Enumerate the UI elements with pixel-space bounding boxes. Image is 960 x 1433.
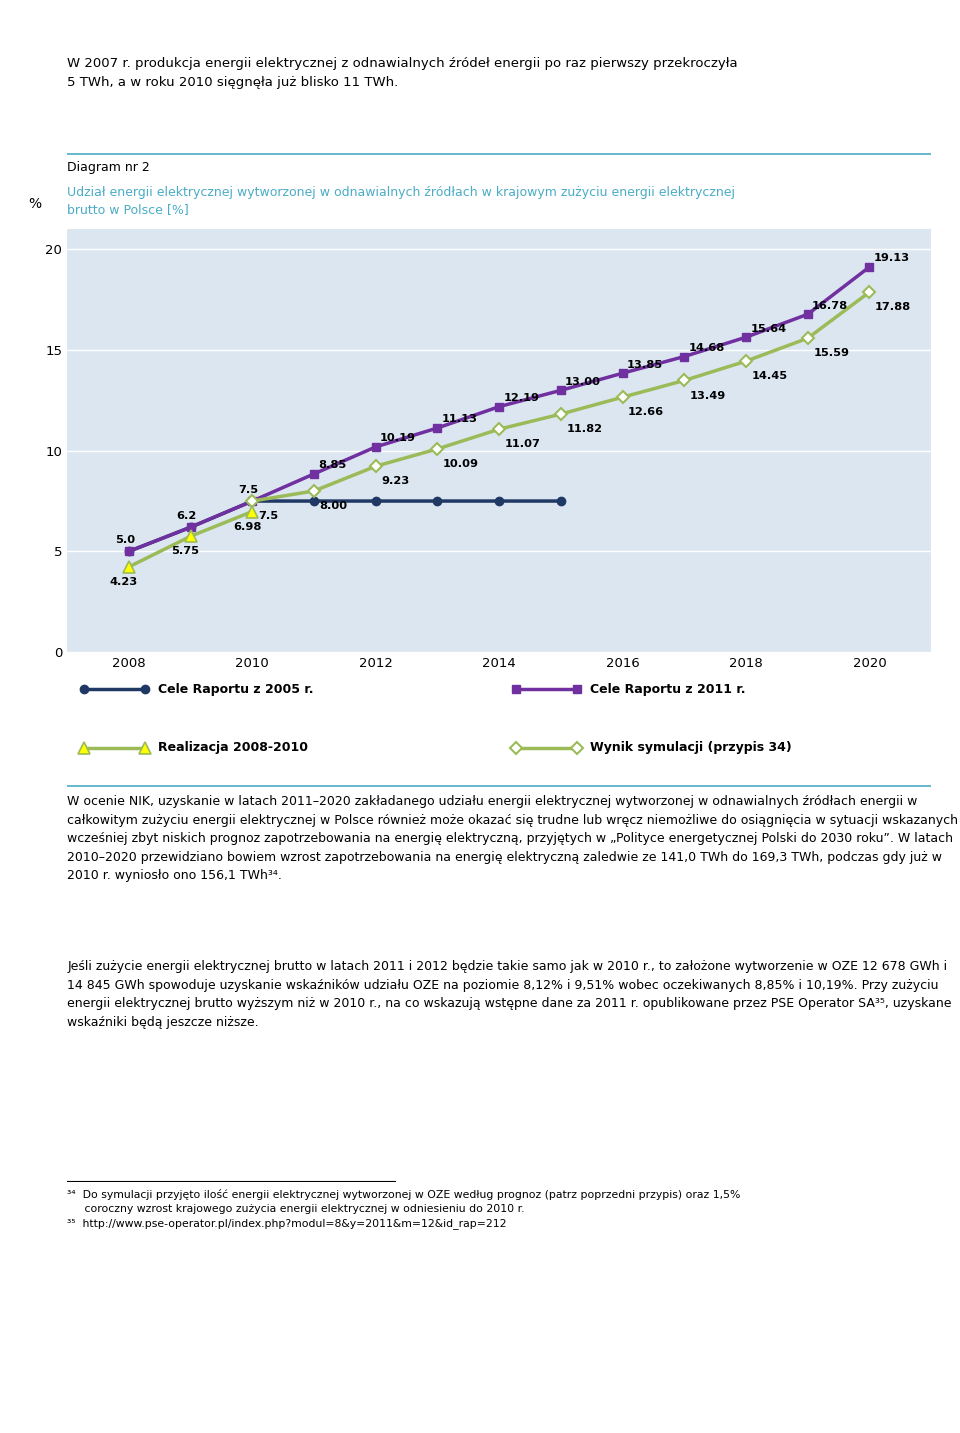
Text: 13.85: 13.85 [627,360,663,370]
Text: 11.13: 11.13 [442,414,478,424]
Text: 8.85: 8.85 [318,460,347,470]
Text: %: % [28,196,41,211]
Text: W A Ż N I E J S Z E   W Y N I K I   K O N T R O L I: W A Ż N I E J S Z E W Y N I K I K O N T … [77,19,372,33]
Text: 8.00: 8.00 [320,502,348,512]
Text: Wynik symulacji (przypis 34): Wynik symulacji (przypis 34) [589,741,792,754]
Text: 7.5: 7.5 [258,512,278,522]
Text: 15.64: 15.64 [750,324,786,334]
Text: 11.82: 11.82 [566,424,603,434]
Text: 14.68: 14.68 [688,342,725,353]
Text: Udział energii elektrycznej wytworzonej w odnawialnych źródłach w krajowym zużyc: Udział energii elektrycznej wytworzonej … [67,186,735,216]
Text: W 2007 r. produkcja energii elektrycznej z odnawialnych źródeł energii po raz pi: W 2007 r. produkcja energii elektrycznej… [67,57,738,89]
Text: 20: 20 [15,1396,37,1410]
Text: 6.98: 6.98 [233,522,261,532]
Text: 11.07: 11.07 [505,440,540,449]
Text: 16.78: 16.78 [812,301,848,311]
Text: 13.00: 13.00 [565,377,601,387]
Text: 13.49: 13.49 [690,391,726,400]
Text: ³⁴  Do symulacji przyjęto ilość energii elektrycznej wytworzonej w OZE według pr: ³⁴ Do symulacji przyjęto ilość energii e… [67,1189,740,1230]
Text: W ocenie NIK, uzyskanie w latach 2011–2020 zakładanego udziału energii elektrycz: W ocenie NIK, uzyskanie w latach 2011–20… [67,795,958,883]
Text: 9.23: 9.23 [381,476,410,486]
Text: 5.0: 5.0 [115,535,135,545]
Text: 6.2: 6.2 [177,512,197,520]
Text: 15.59: 15.59 [813,348,850,358]
Text: Cele Raportu z 2011 r.: Cele Raportu z 2011 r. [589,682,745,695]
Text: 4.23: 4.23 [109,577,137,588]
Text: 5.75: 5.75 [171,546,199,556]
Text: Diagram nr 2: Diagram nr 2 [67,160,150,175]
Text: Cele Raportu z 2005 r.: Cele Raportu z 2005 r. [157,682,313,695]
Text: Realizacja 2008-2010: Realizacja 2008-2010 [157,741,308,754]
Text: 14.45: 14.45 [752,371,788,381]
Text: 10.09: 10.09 [444,459,479,469]
Text: 12.66: 12.66 [628,407,664,417]
Text: 17.88: 17.88 [876,302,911,312]
Text: 7.5: 7.5 [238,484,258,494]
Text: 12.19: 12.19 [503,393,540,403]
Text: 19.13: 19.13 [874,254,910,264]
Text: Jeśli zużycie energii elektrycznej brutto w latach 2011 i 2012 będzie takie samo: Jeśli zużycie energii elektrycznej brutt… [67,960,951,1029]
Text: 10.19: 10.19 [380,433,416,443]
